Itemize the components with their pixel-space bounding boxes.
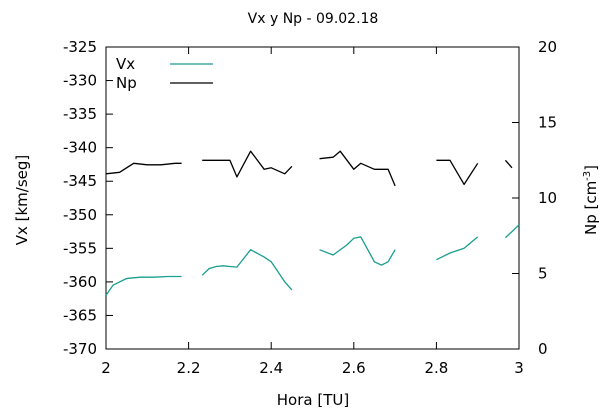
y-tick-label-left: -355 xyxy=(63,239,97,257)
y-axis-label-right-superscript: -3 xyxy=(582,171,593,181)
y-axis-label-left: Vx [km/seg] xyxy=(13,155,31,246)
x-tick-label: 2 xyxy=(101,359,111,377)
series-vx-line xyxy=(319,236,396,266)
series-np-line xyxy=(319,150,396,187)
y-axis-label-right-end: ] xyxy=(582,165,600,171)
series-vx-line xyxy=(504,224,520,239)
y-tick-label-left: -365 xyxy=(63,306,97,324)
y-tick-label-left: -335 xyxy=(63,105,97,123)
series-np-line xyxy=(436,159,479,186)
y-tick-label-left: -325 xyxy=(63,38,97,56)
y-axis-label-right: Np [cm-3] xyxy=(582,165,600,235)
x-axis-label: Hora [TU] xyxy=(277,391,349,409)
series-np-line xyxy=(202,150,293,178)
x-tick-label: 2.2 xyxy=(177,359,201,377)
series-np-line xyxy=(105,162,182,175)
series-vx-line xyxy=(201,249,293,291)
y-tick-label-right: 10 xyxy=(538,189,557,207)
legend-label-np: Np xyxy=(116,74,137,92)
x-tick-label: 2.6 xyxy=(342,359,366,377)
series-vx-line xyxy=(436,236,479,261)
x-tick-label: 3 xyxy=(514,359,524,377)
y-tick-label-right: 20 xyxy=(538,38,557,56)
y-axis-label-right-main: Np [cm xyxy=(582,181,600,235)
x-tick-label: 2.4 xyxy=(259,359,283,377)
series-vx-line xyxy=(105,275,182,296)
x-tick-label: 2.8 xyxy=(424,359,448,377)
y-tick-label-left: -360 xyxy=(63,273,97,291)
y-tick-label-left: -340 xyxy=(63,139,97,157)
plot-area: 2 2.2 2.4 2.6 2.8 3 -325 -330 -335 -340 -345 -350 -3… xyxy=(63,38,557,377)
y-tick-label-right: 15 xyxy=(538,114,557,132)
y-tick-label-right: 0 xyxy=(538,340,548,358)
y-tick-label-left: -330 xyxy=(63,72,97,90)
chart-title: Vx y Np - 09.02.18 xyxy=(248,11,379,27)
y-tick-label-left: -370 xyxy=(63,340,97,358)
legend-label-vx: Vx xyxy=(116,55,135,73)
y-tick-label-left: -350 xyxy=(63,206,97,224)
y-tick-label-left: -345 xyxy=(63,172,97,190)
series-np-line xyxy=(504,159,513,169)
y-tick-label-right: 5 xyxy=(538,265,548,283)
